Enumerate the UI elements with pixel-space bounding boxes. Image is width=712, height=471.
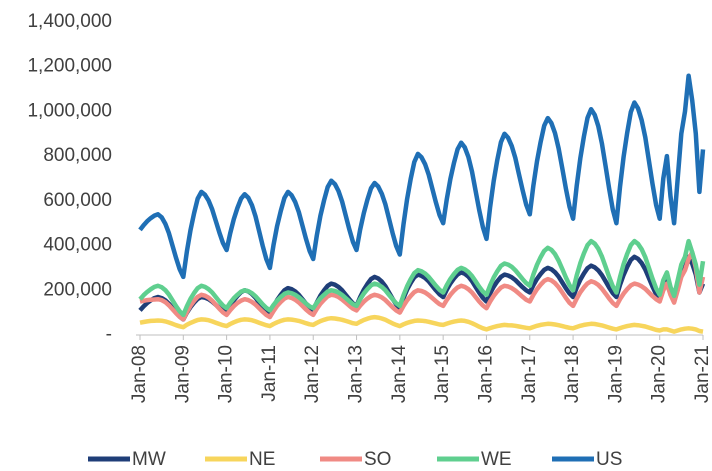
y-tick-label: 1,000,000	[27, 100, 112, 121]
x-tick-label: Jan-20	[649, 345, 670, 403]
x-tick-label: Jan-17	[519, 345, 540, 403]
y-tick-label: 200,000	[43, 279, 112, 300]
legend-label: WE	[481, 449, 512, 470]
y-tick-label: 600,000	[43, 190, 112, 211]
x-tick-label: Jan-11	[259, 345, 280, 402]
series-line	[139, 250, 706, 322]
y-tick-label: 1,400,000	[27, 11, 112, 32]
x-tick-label: Jan-18	[562, 345, 583, 403]
x-tick-label: Jan-21	[692, 345, 712, 403]
y-tick-label: 800,000	[43, 145, 112, 166]
x-tick-label: Jan-10	[216, 345, 237, 403]
series-line	[138, 238, 706, 318]
x-tick-label: Jan-12	[302, 345, 323, 403]
legend-label: MW	[132, 449, 166, 470]
legend-label: US	[596, 449, 622, 470]
x-tick-label: Jan-19	[605, 345, 626, 403]
legend-label: SO	[364, 449, 391, 470]
x-tick-label: Jan-13	[346, 345, 367, 403]
x-tick-label: Jan-14	[389, 345, 410, 404]
y-tick-label: 400,000	[43, 235, 112, 256]
legend-label: NE	[249, 449, 275, 470]
x-tick-label: Jan-15	[432, 345, 453, 403]
series-line	[139, 314, 704, 334]
y-tick-label: -	[106, 324, 112, 345]
series-line	[138, 73, 706, 280]
x-tick-label: Jan-09	[172, 345, 193, 403]
x-tick-label: Jan-16	[475, 345, 496, 403]
x-tick-label: Jan-08	[129, 345, 150, 403]
y-tick-label: 1,200,000	[27, 56, 112, 77]
